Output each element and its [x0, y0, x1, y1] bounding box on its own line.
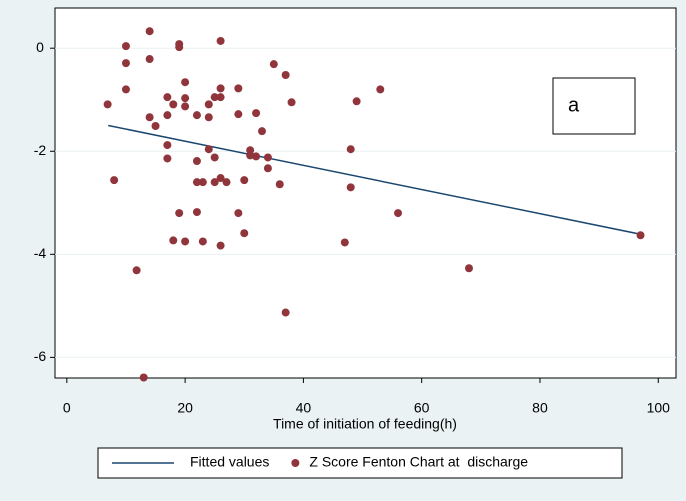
point — [175, 43, 184, 52]
x-axis-label: Time of initiation of feeding(h) — [273, 416, 457, 432]
point — [204, 113, 213, 122]
point — [192, 178, 201, 187]
x-tick-label: 0 — [63, 400, 71, 416]
legend-label: Z Score Fenton Chart at discharge — [309, 454, 528, 470]
point — [121, 85, 130, 94]
point — [269, 60, 278, 69]
y-tick-label: 0 — [36, 39, 44, 55]
legend-marker — [291, 459, 300, 467]
point — [216, 93, 225, 102]
point — [169, 100, 178, 109]
point — [192, 208, 201, 217]
point — [163, 154, 172, 163]
point — [240, 176, 249, 185]
point — [234, 84, 243, 93]
point — [263, 153, 272, 162]
point — [234, 209, 243, 218]
point — [240, 229, 249, 238]
point — [352, 97, 361, 106]
point — [216, 84, 225, 93]
point — [394, 209, 403, 218]
x-tick-label: 100 — [647, 400, 671, 416]
x-tick-label: 20 — [177, 400, 193, 416]
point — [198, 178, 207, 187]
y-tick-label: -6 — [34, 348, 47, 364]
point — [210, 93, 219, 102]
point — [139, 373, 148, 382]
point — [216, 241, 225, 250]
x-tick-label: 80 — [532, 400, 548, 416]
plot-area — [54, 7, 677, 379]
point — [198, 237, 207, 246]
point — [181, 94, 190, 103]
point — [145, 27, 154, 36]
point — [263, 164, 272, 173]
point — [132, 266, 141, 275]
point — [121, 59, 130, 68]
point — [210, 153, 219, 162]
point — [287, 98, 296, 107]
legend — [97, 447, 623, 479]
point — [346, 183, 355, 192]
point — [275, 180, 284, 189]
point — [346, 145, 355, 154]
point — [222, 178, 231, 187]
point — [181, 102, 190, 111]
point — [246, 151, 255, 160]
y-tick-label: -2 — [34, 142, 47, 158]
point — [281, 70, 290, 79]
point — [376, 85, 385, 94]
point — [281, 308, 290, 317]
point — [163, 141, 172, 150]
point — [340, 238, 349, 247]
point — [163, 111, 172, 120]
x-tick-label: 40 — [296, 400, 312, 416]
annotation-box — [552, 77, 636, 135]
point — [204, 100, 213, 109]
point — [169, 236, 178, 245]
annotation: a — [568, 94, 580, 116]
point — [145, 55, 154, 64]
point — [181, 78, 190, 87]
point — [252, 152, 261, 161]
point — [204, 145, 213, 154]
y-tick-label: -4 — [34, 245, 47, 261]
point — [252, 109, 261, 118]
point — [163, 93, 172, 102]
point — [258, 127, 266, 136]
point — [121, 42, 130, 51]
point — [151, 122, 160, 131]
point — [210, 178, 219, 187]
point — [103, 100, 112, 109]
point — [465, 264, 473, 273]
fit-line — [108, 124, 641, 235]
point — [234, 110, 243, 119]
point — [181, 237, 190, 246]
point — [636, 231, 645, 240]
point — [175, 209, 184, 218]
point — [192, 111, 201, 120]
x-tick-label: 60 — [414, 400, 430, 416]
point — [216, 174, 225, 183]
point — [216, 36, 225, 45]
point — [192, 157, 201, 166]
point — [110, 176, 119, 185]
legend-label: Fitted values — [190, 454, 269, 470]
point — [145, 113, 154, 122]
